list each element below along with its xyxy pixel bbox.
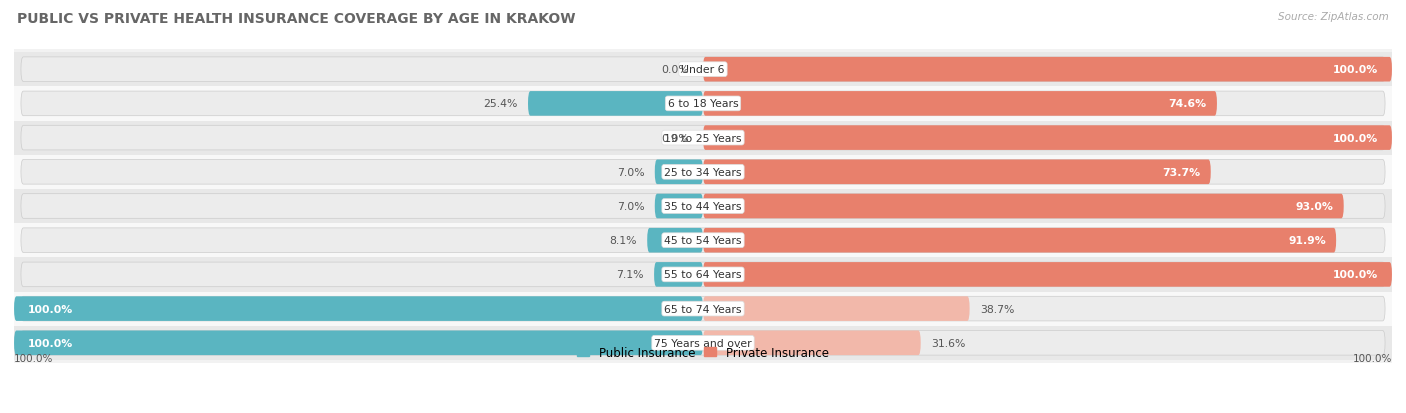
Text: 73.7%: 73.7%	[1163, 167, 1201, 177]
Text: 8.1%: 8.1%	[609, 236, 637, 246]
Text: 75 Years and over: 75 Years and over	[654, 338, 752, 348]
Bar	[14, 155, 1392, 190]
Text: 55 to 64 Years: 55 to 64 Years	[664, 270, 742, 280]
Text: 100.0%: 100.0%	[1353, 353, 1392, 363]
Text: 65 to 74 Years: 65 to 74 Years	[664, 304, 742, 314]
FancyBboxPatch shape	[703, 331, 921, 355]
FancyBboxPatch shape	[14, 297, 703, 321]
FancyBboxPatch shape	[21, 92, 1385, 116]
FancyBboxPatch shape	[21, 194, 1385, 219]
FancyBboxPatch shape	[21, 126, 1385, 151]
Text: 100.0%: 100.0%	[1333, 65, 1378, 75]
FancyBboxPatch shape	[654, 262, 703, 287]
Text: 0.0%: 0.0%	[661, 65, 689, 75]
Text: Source: ZipAtlas.com: Source: ZipAtlas.com	[1278, 12, 1389, 22]
Bar	[14, 121, 1392, 155]
Text: 100.0%: 100.0%	[28, 304, 73, 314]
Text: 7.0%: 7.0%	[617, 202, 644, 211]
FancyBboxPatch shape	[703, 92, 1218, 116]
Text: 100.0%: 100.0%	[14, 353, 53, 363]
Text: 74.6%: 74.6%	[1168, 99, 1206, 109]
FancyBboxPatch shape	[14, 331, 703, 355]
Text: 45 to 54 Years: 45 to 54 Years	[664, 236, 742, 246]
Text: 0.0%: 0.0%	[661, 133, 689, 143]
FancyBboxPatch shape	[529, 92, 703, 116]
Text: 100.0%: 100.0%	[1333, 270, 1378, 280]
FancyBboxPatch shape	[655, 160, 703, 185]
Text: 25 to 34 Years: 25 to 34 Years	[664, 167, 742, 177]
Text: 19 to 25 Years: 19 to 25 Years	[664, 133, 742, 143]
FancyBboxPatch shape	[703, 297, 970, 321]
Text: 38.7%: 38.7%	[980, 304, 1014, 314]
FancyBboxPatch shape	[703, 160, 1211, 185]
FancyBboxPatch shape	[21, 228, 1385, 253]
FancyBboxPatch shape	[21, 58, 1385, 82]
Bar	[14, 326, 1392, 360]
FancyBboxPatch shape	[703, 194, 1344, 219]
FancyBboxPatch shape	[21, 297, 1385, 321]
Bar	[14, 190, 1392, 223]
Text: 91.9%: 91.9%	[1288, 236, 1326, 246]
Text: 93.0%: 93.0%	[1295, 202, 1333, 211]
Bar	[14, 53, 1392, 87]
Bar	[14, 292, 1392, 326]
Text: 100.0%: 100.0%	[1333, 133, 1378, 143]
Bar	[14, 223, 1392, 258]
FancyBboxPatch shape	[703, 126, 1392, 151]
Bar	[14, 258, 1392, 292]
Text: Under 6: Under 6	[682, 65, 724, 75]
FancyBboxPatch shape	[647, 228, 703, 253]
Text: PUBLIC VS PRIVATE HEALTH INSURANCE COVERAGE BY AGE IN KRAKOW: PUBLIC VS PRIVATE HEALTH INSURANCE COVER…	[17, 12, 575, 26]
Text: 100.0%: 100.0%	[28, 338, 73, 348]
FancyBboxPatch shape	[21, 160, 1385, 185]
FancyBboxPatch shape	[21, 262, 1385, 287]
FancyBboxPatch shape	[655, 194, 703, 219]
FancyBboxPatch shape	[703, 58, 1392, 82]
FancyBboxPatch shape	[21, 331, 1385, 355]
Legend: Public Insurance, Private Insurance: Public Insurance, Private Insurance	[572, 342, 834, 364]
FancyBboxPatch shape	[703, 228, 1336, 253]
Text: 25.4%: 25.4%	[484, 99, 517, 109]
Text: 7.1%: 7.1%	[616, 270, 644, 280]
Text: 6 to 18 Years: 6 to 18 Years	[668, 99, 738, 109]
Text: 31.6%: 31.6%	[931, 338, 966, 348]
Text: 7.0%: 7.0%	[617, 167, 644, 177]
Text: 35 to 44 Years: 35 to 44 Years	[664, 202, 742, 211]
FancyBboxPatch shape	[703, 262, 1392, 287]
Bar	[14, 87, 1392, 121]
